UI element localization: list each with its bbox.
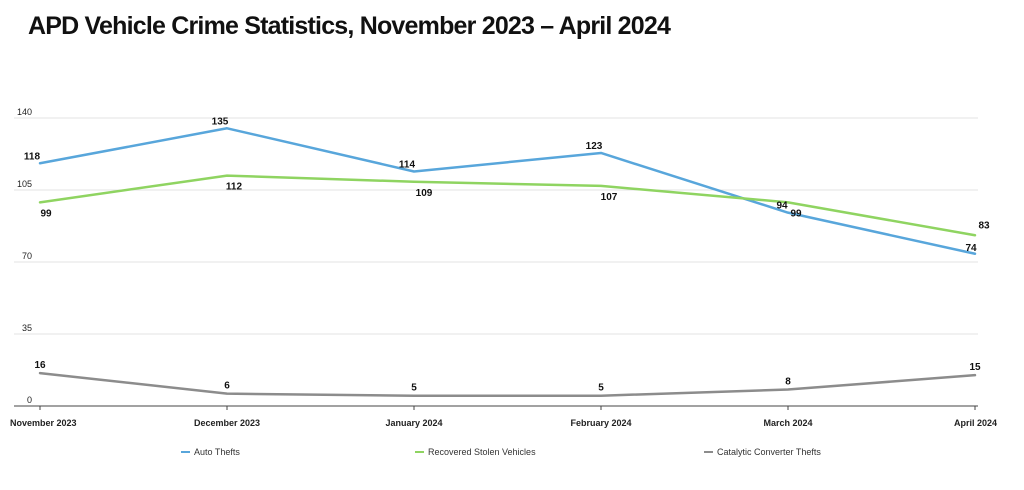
legend: Auto Thefts Recovered Stolen Vehicles Cata…	[181, 447, 821, 457]
legend-label: Catalytic Converter Thefts	[717, 447, 821, 457]
x-tick-label: March 2024	[763, 418, 812, 428]
data-label: 107	[601, 192, 618, 203]
data-labels: 118 135 114 123 94 74 99 112 109 107 99 83 16 6 5 5 8 15	[24, 116, 990, 393]
y-tick-label: 105	[17, 179, 32, 189]
x-tick-label: January 2024	[385, 418, 442, 428]
data-label: 83	[978, 220, 990, 231]
data-label: 135	[212, 116, 229, 127]
grid-lines	[14, 117, 978, 335]
data-label: 15	[969, 362, 981, 373]
legend-label: Auto Thefts	[194, 447, 240, 457]
data-label: 16	[34, 360, 46, 371]
y-tick-label: 140	[17, 107, 32, 117]
x-tick-label: April 2024	[954, 418, 997, 428]
x-axis: November 2023 December 2023 January 2024 Fe…	[10, 405, 997, 428]
data-label: 123	[586, 141, 603, 152]
y-tick-label: 35	[22, 323, 32, 333]
series-lines	[38, 127, 977, 397]
data-label: 6	[224, 381, 230, 392]
chart-title: APD Vehicle Crime Statistics, November 2…	[28, 12, 671, 40]
x-tick-label: November 2023	[10, 418, 77, 428]
data-label: 8	[785, 377, 791, 388]
data-label: 99	[40, 208, 52, 219]
data-label: 99	[790, 208, 802, 219]
x-tick-label: February 2024	[570, 418, 631, 428]
x-tick-label: December 2023	[194, 418, 260, 428]
data-label: 5	[598, 383, 604, 394]
y-axis-ticks: 0 35 70 105 140	[17, 107, 32, 405]
series-line	[38, 127, 977, 256]
y-tick-label: 0	[27, 395, 32, 405]
data-label: 118	[24, 151, 41, 162]
data-label: 94	[776, 201, 788, 212]
legend-label: Recovered Stolen Vehicles	[428, 447, 536, 457]
series-line	[38, 371, 977, 397]
data-label: 112	[226, 182, 243, 193]
data-label: 114	[399, 159, 416, 170]
data-label: 5	[411, 383, 417, 394]
data-label: 74	[965, 243, 977, 254]
y-tick-label: 70	[22, 251, 32, 261]
data-label: 109	[416, 188, 433, 199]
series-line	[38, 174, 977, 237]
